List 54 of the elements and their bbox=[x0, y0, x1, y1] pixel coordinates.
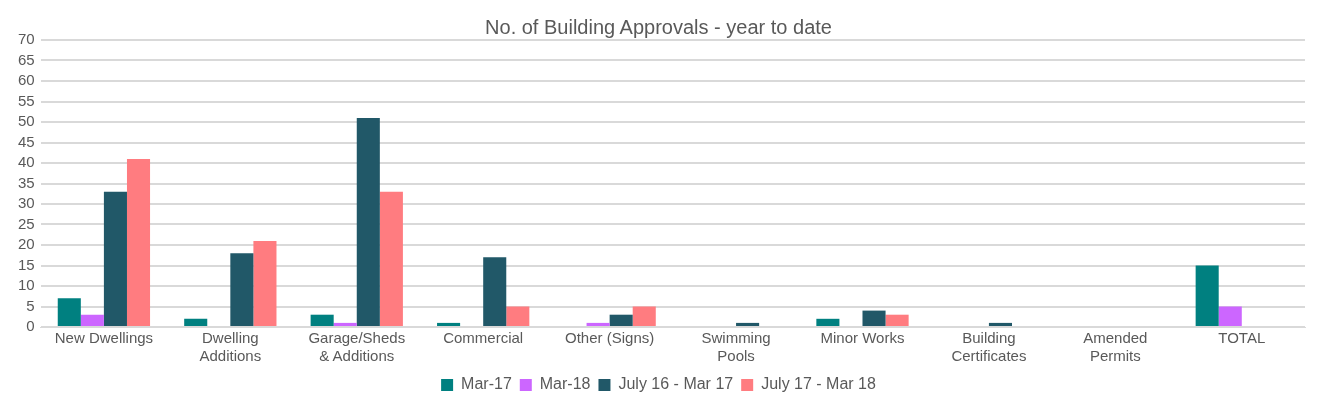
bar bbox=[609, 314, 633, 326]
x-tick-label: Dwelling Additions bbox=[199, 329, 262, 365]
x-tick-label: Swimming Pools bbox=[701, 329, 771, 365]
legend-label: Mar-17 bbox=[461, 375, 512, 393]
y-tick-label: 5 bbox=[26, 296, 35, 314]
y-tick-label: 65 bbox=[18, 50, 35, 68]
bar bbox=[885, 314, 909, 326]
chart-title: No. of Building Approvals - year to date bbox=[485, 15, 832, 38]
bar bbox=[1195, 265, 1219, 326]
bar bbox=[1218, 306, 1242, 326]
legend-label: July 17 - Mar 18 bbox=[761, 375, 876, 393]
bar bbox=[333, 322, 357, 326]
y-tick-label: 40 bbox=[18, 153, 35, 171]
x-tick-label: TOTAL bbox=[1218, 329, 1266, 347]
y-tick-label: 25 bbox=[18, 214, 35, 232]
bar bbox=[736, 322, 760, 326]
x-tick-label: Minor Works bbox=[820, 329, 905, 347]
y-tick-label: 30 bbox=[18, 194, 35, 212]
bar bbox=[506, 306, 530, 326]
y-tick-label: 0 bbox=[26, 317, 35, 335]
bar bbox=[126, 158, 151, 326]
bar bbox=[632, 306, 656, 326]
y-tick-label: 70 bbox=[18, 30, 35, 48]
bar bbox=[310, 314, 334, 326]
bar bbox=[80, 314, 104, 326]
bar bbox=[379, 191, 403, 326]
y-tick-label: 35 bbox=[18, 173, 35, 191]
y-tick-label: 60 bbox=[18, 71, 35, 89]
bar bbox=[356, 117, 380, 326]
bar bbox=[586, 322, 610, 326]
x-tick-label: Garage/Sheds & Additions bbox=[308, 329, 406, 365]
bar bbox=[253, 240, 277, 326]
y-tick-label: 20 bbox=[18, 235, 35, 253]
bar bbox=[988, 322, 1012, 326]
bar bbox=[483, 257, 507, 326]
bar bbox=[230, 253, 254, 326]
x-tick-label: Amended Permits bbox=[1083, 329, 1148, 365]
bar bbox=[103, 191, 127, 326]
y-tick-label: 15 bbox=[18, 255, 35, 273]
y-tick-label: 50 bbox=[18, 112, 35, 130]
x-tick-label: New Dwellings bbox=[54, 329, 154, 347]
legend-label: July 16 - Mar 17 bbox=[618, 375, 734, 393]
x-tick-label: Commercial bbox=[443, 329, 524, 347]
x-tick-label: Other (Signs) bbox=[565, 329, 655, 347]
bar bbox=[184, 318, 208, 326]
bar bbox=[437, 322, 461, 326]
bar bbox=[57, 298, 81, 326]
bar bbox=[862, 310, 886, 326]
y-tick-label: 10 bbox=[18, 276, 35, 294]
y-tick-label: 55 bbox=[18, 91, 35, 109]
x-tick-label: Building Certificates bbox=[951, 329, 1027, 365]
bar bbox=[816, 318, 840, 326]
legend-label: Mar-18 bbox=[539, 375, 591, 393]
y-tick-label: 45 bbox=[18, 132, 35, 150]
